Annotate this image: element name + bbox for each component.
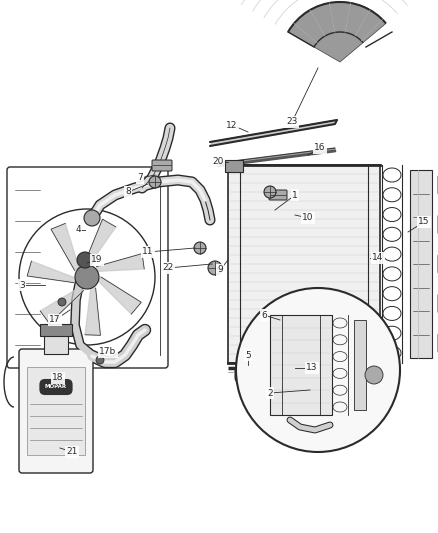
Text: 21: 21 — [66, 448, 78, 456]
Text: 6: 6 — [261, 311, 267, 319]
Polygon shape — [85, 288, 100, 335]
Text: 5: 5 — [245, 351, 251, 359]
Text: 19: 19 — [91, 255, 103, 264]
Polygon shape — [210, 120, 337, 146]
Circle shape — [77, 252, 93, 268]
Text: 9: 9 — [217, 265, 223, 274]
Text: 13: 13 — [306, 364, 318, 373]
Circle shape — [194, 242, 206, 254]
Circle shape — [208, 261, 222, 275]
FancyBboxPatch shape — [19, 349, 93, 473]
Polygon shape — [40, 287, 84, 324]
Text: 11: 11 — [142, 247, 154, 256]
Text: 1: 1 — [292, 190, 298, 199]
Text: 14: 14 — [372, 254, 384, 262]
Text: MOPAR: MOPAR — [45, 384, 67, 390]
Circle shape — [84, 210, 100, 226]
Text: 20: 20 — [212, 157, 224, 166]
Circle shape — [264, 186, 276, 198]
Polygon shape — [85, 219, 116, 265]
Text: 16: 16 — [314, 143, 326, 152]
Bar — [228, 165, 380, 363]
Bar — [354, 320, 366, 410]
Text: 23: 23 — [286, 117, 298, 126]
Text: 8: 8 — [125, 188, 131, 197]
Text: 17: 17 — [49, 316, 61, 325]
Circle shape — [75, 265, 99, 289]
Polygon shape — [96, 254, 144, 271]
Wedge shape — [288, 2, 386, 62]
Bar — [410, 170, 432, 358]
Text: 18: 18 — [52, 374, 64, 383]
Circle shape — [149, 176, 161, 188]
Circle shape — [365, 366, 383, 384]
FancyBboxPatch shape — [269, 190, 287, 200]
Bar — [270, 315, 332, 415]
Circle shape — [236, 288, 400, 452]
Text: 10: 10 — [302, 214, 314, 222]
Text: 15: 15 — [418, 217, 430, 227]
Bar — [225, 160, 243, 172]
Polygon shape — [98, 277, 141, 314]
Text: 17b: 17b — [99, 348, 117, 357]
Bar — [27, 367, 85, 455]
Polygon shape — [51, 223, 79, 270]
Bar — [44, 334, 68, 354]
Bar — [40, 324, 72, 336]
Circle shape — [58, 298, 66, 306]
Text: 12: 12 — [226, 120, 238, 130]
Text: 7: 7 — [137, 174, 143, 182]
Text: 22: 22 — [162, 263, 173, 272]
Circle shape — [96, 356, 104, 364]
FancyBboxPatch shape — [152, 160, 172, 171]
Polygon shape — [218, 148, 335, 166]
Text: 4: 4 — [75, 225, 81, 235]
Text: 3: 3 — [19, 280, 25, 289]
Text: 2: 2 — [267, 389, 273, 398]
Polygon shape — [27, 261, 75, 282]
